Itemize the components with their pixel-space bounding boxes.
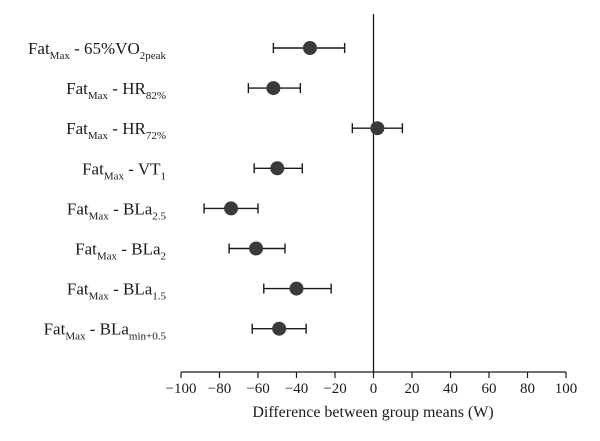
row-label: FatMax - BLa1.5 [67,280,167,303]
mean-point [224,201,239,216]
row-label: FatMax - 65%VO2peak [28,39,167,62]
comparison-row: FatMax - BLamin+0.5 [44,320,307,343]
x-tick-label: 0 [370,381,378,397]
x-tick-label: 80 [520,381,535,397]
x-tick-label: −20 [323,381,346,397]
x-tick-label: 20 [405,381,420,397]
mean-point [270,161,285,176]
mean-point [370,121,385,136]
comparison-row: FatMax - BLa2.5 [67,199,259,222]
row-label: FatMax - HR72% [66,119,166,142]
x-axis: −100 −80 −60 −40 −20 0 20 40 60 80 100 [166,371,578,397]
x-tick-label: −80 [208,381,231,397]
row-label: FatMax - BLa2.5 [67,199,167,222]
comparison-row: FatMax - BLa1.5 [67,280,332,303]
row-label: FatMax - VT1 [82,159,166,182]
comparison-rows: FatMax - 65%VO2peak FatMax - HR82% FatMax … [28,39,404,343]
comparison-row: FatMax - 65%VO2peak [28,39,346,62]
mean-point [249,241,264,256]
x-axis-label: Difference between group means (W) [252,404,493,421]
row-label: FatMax - BLa2 [75,240,166,263]
comparison-row: FatMax - HR82% [66,79,302,102]
mean-point [266,81,281,96]
row-label: FatMax - HR82% [66,79,166,102]
mean-point [302,41,317,55]
comparison-row: FatMax - VT1 [82,159,303,182]
x-tick-label: 60 [482,381,497,397]
x-tick-label: −100 [166,381,197,397]
comparison-row: FatMax - BLa2 [75,240,286,263]
x-tick-label: 100 [555,381,578,397]
mean-point [272,321,287,336]
x-tick-label: −40 [285,381,308,397]
row-label: FatMax - BLamin+0.5 [44,320,167,343]
x-tick-label: −60 [246,381,269,397]
mean-point [289,281,304,296]
x-tick-label: 40 [443,381,458,397]
comparison-row: FatMax - HR72% [66,119,404,142]
